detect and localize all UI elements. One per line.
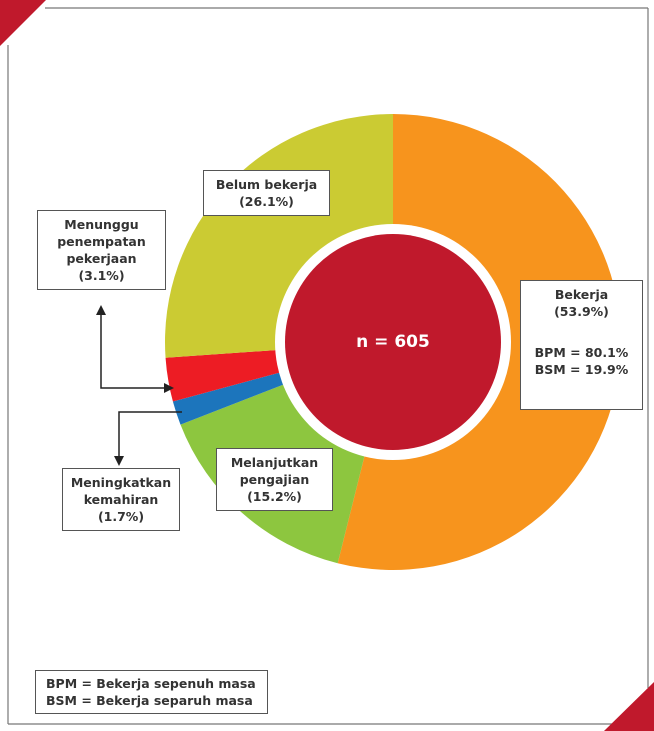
- label-box: Belum bekerja (26.1%): [203, 170, 330, 216]
- breakdown: BSM = 19.9%: [534, 362, 629, 377]
- label-box: Bekerja (53.9%) BPM = 80.1% BSM = 19.9%: [520, 280, 643, 410]
- label-box: Melanjutkan pengajian (15.2%): [216, 448, 333, 511]
- value-label: (1.7%): [97, 509, 145, 524]
- center-circle: [285, 234, 501, 450]
- note: BPM = Bekerja sepenuh masa: [46, 676, 256, 691]
- value-label: (26.1%): [239, 194, 294, 209]
- label: Bekerja: [554, 287, 609, 302]
- arrowhead: [96, 305, 174, 393]
- corner: [604, 682, 654, 731]
- breakdown: BPM = 80.1%: [534, 345, 629, 360]
- connector: [100, 307, 166, 389]
- label-box: Meningkatkan kemahiran (1.7%): [62, 468, 180, 531]
- arrowhead: [114, 456, 124, 466]
- label: Meningkatkan kemahiran: [70, 475, 172, 507]
- value-label: (15.2%): [247, 489, 302, 504]
- frame: [7, 7, 649, 725]
- note: BSM = Bekerja separuh masa: [46, 693, 253, 708]
- corner: [0, 0, 46, 46]
- label: Melanjutkan pengajian: [230, 455, 319, 487]
- center-label: n = 605: [356, 332, 430, 352]
- label: Menunggu penempatan pekerjaan: [57, 217, 146, 266]
- spacer: [524, 320, 639, 344]
- value-label: (3.1%): [78, 268, 125, 283]
- value-label: (53.9%): [554, 304, 609, 319]
- connector: [118, 411, 182, 458]
- notes-box: BPM = Bekerja sepenuh masa BSM = Bekerja …: [35, 670, 268, 714]
- label-box: Menunggu penempatan pekerjaan (3.1%): [37, 210, 166, 290]
- label: Belum bekerja: [215, 177, 318, 192]
